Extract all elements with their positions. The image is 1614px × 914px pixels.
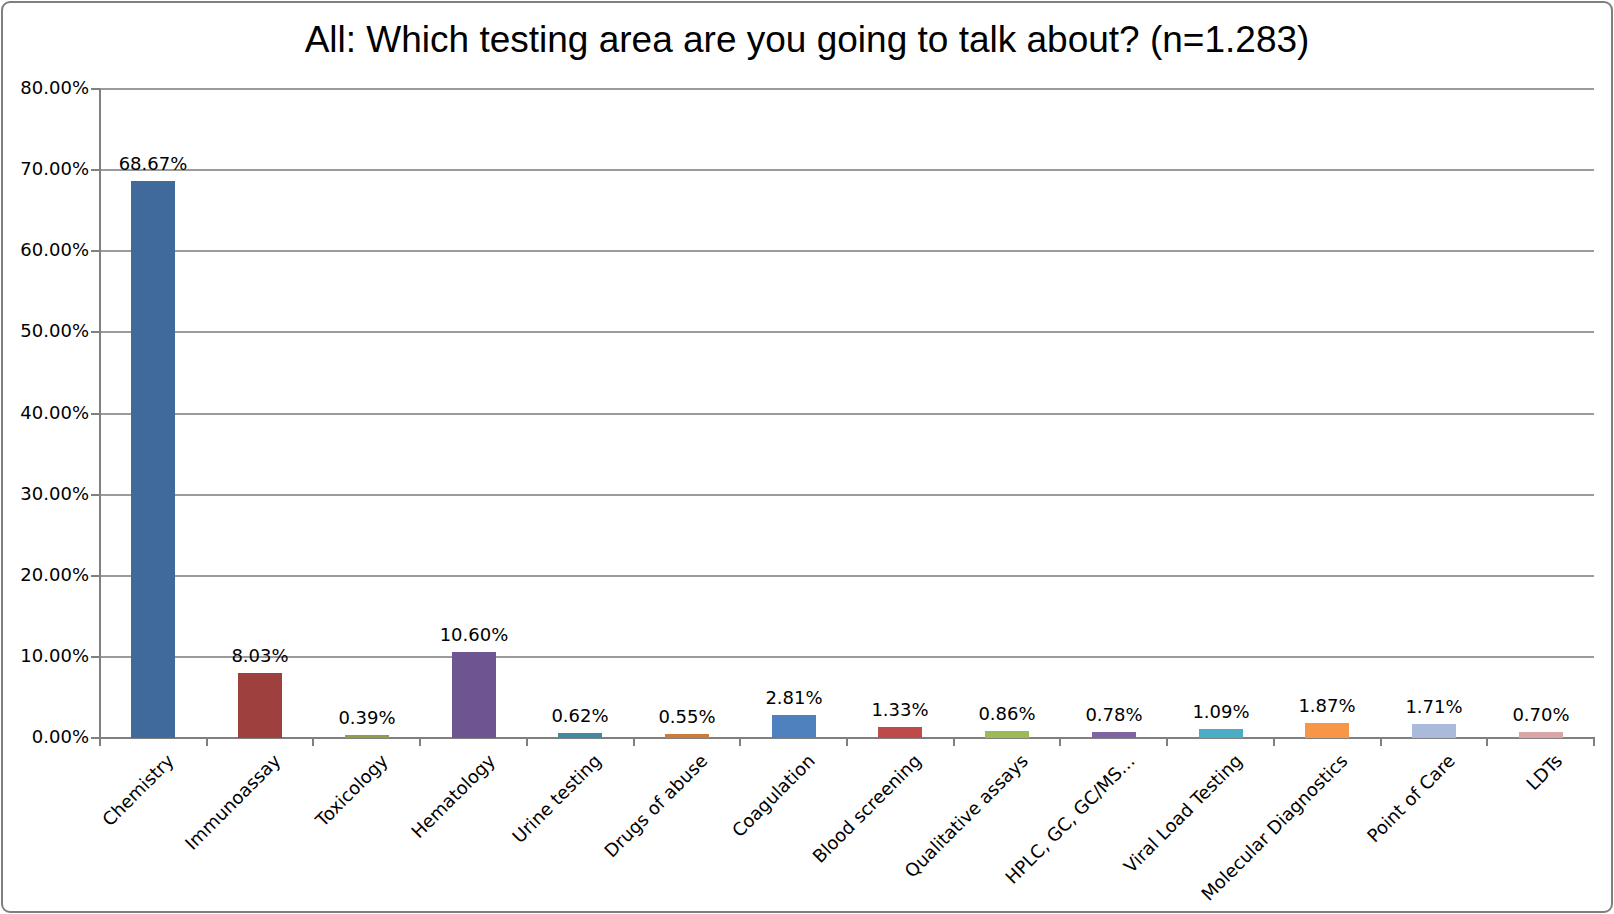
x-tick: [1593, 738, 1595, 746]
bar-molecular-diagnostics: [1305, 723, 1349, 738]
bar-qualitative-assays: [985, 731, 1029, 738]
x-tick: [953, 738, 955, 746]
y-gridline: [100, 169, 1594, 171]
x-tick: [99, 738, 101, 746]
x-tick: [419, 738, 421, 746]
y-gridline: [100, 494, 1594, 496]
y-gridline: [100, 575, 1594, 577]
x-tick: [739, 738, 741, 746]
y-axis-line: [99, 89, 101, 738]
bar-chemistry: [131, 181, 175, 738]
y-tick-label: 0.00%: [0, 726, 89, 747]
x-tick: [846, 738, 848, 746]
x-category-label: Chemistry: [98, 750, 178, 830]
bar-toxicology: [345, 735, 389, 738]
bar-value-label: 8.03%: [185, 645, 335, 666]
bar-value-label: 10.60%: [399, 624, 549, 645]
x-tick: [1380, 738, 1382, 746]
x-category-label: LDTs: [1522, 750, 1566, 794]
y-gridline: [100, 88, 1594, 90]
bar-value-label: 0.55%: [612, 706, 762, 727]
x-category-label: Drugs of abuse: [600, 750, 711, 861]
y-tick-label: 20.00%: [0, 564, 89, 585]
x-tick: [526, 738, 528, 746]
x-tick: [312, 738, 314, 746]
bar-urine-testing: [558, 733, 602, 738]
bar-point-of-care: [1412, 724, 1456, 738]
y-tick-label: 30.00%: [0, 483, 89, 504]
x-category-label: Immunoassay: [181, 750, 285, 854]
bar-value-label: 0.70%: [1466, 704, 1614, 725]
y-tick-label: 10.00%: [0, 645, 89, 666]
bar-ldts: [1519, 732, 1563, 738]
y-tick-label: 40.00%: [0, 402, 89, 423]
bar-value-label: 0.39%: [292, 707, 442, 728]
x-tick: [1166, 738, 1168, 746]
bar-viral-load-testing: [1199, 729, 1243, 738]
x-category-label: Point of Care: [1363, 750, 1459, 846]
x-category-label: Blood screening: [808, 750, 925, 867]
bar-immunoassay: [238, 673, 282, 738]
bar-coagulation: [772, 715, 816, 738]
x-category-label: Urine testing: [508, 750, 605, 847]
y-tick-label: 50.00%: [0, 320, 89, 341]
x-tick: [1059, 738, 1061, 746]
bar-value-label: 68.67%: [78, 153, 228, 174]
bar-hematology: [452, 652, 496, 738]
y-tick-label: 60.00%: [0, 239, 89, 260]
x-tick: [206, 738, 208, 746]
x-tick: [1486, 738, 1488, 746]
y-tick-label: 70.00%: [0, 158, 89, 179]
y-gridline: [100, 331, 1594, 333]
y-gridline: [100, 413, 1594, 415]
bar-blood-screening: [878, 727, 922, 738]
y-gridline: [100, 250, 1594, 252]
x-category-label: Coagulation: [728, 750, 819, 841]
chart-frame: All: Which testing area are you going to…: [1, 1, 1613, 913]
x-category-label: Hematology: [407, 750, 499, 842]
bar-hplc-gc-gc-ms: [1092, 732, 1136, 738]
x-category-label: Toxicology: [311, 750, 392, 831]
bar-drugs-of-abuse: [665, 734, 709, 738]
x-tick: [1273, 738, 1275, 746]
chart-title: All: Which testing area are you going to…: [3, 19, 1611, 61]
y-tick-label: 80.00%: [0, 77, 89, 98]
x-tick: [633, 738, 635, 746]
